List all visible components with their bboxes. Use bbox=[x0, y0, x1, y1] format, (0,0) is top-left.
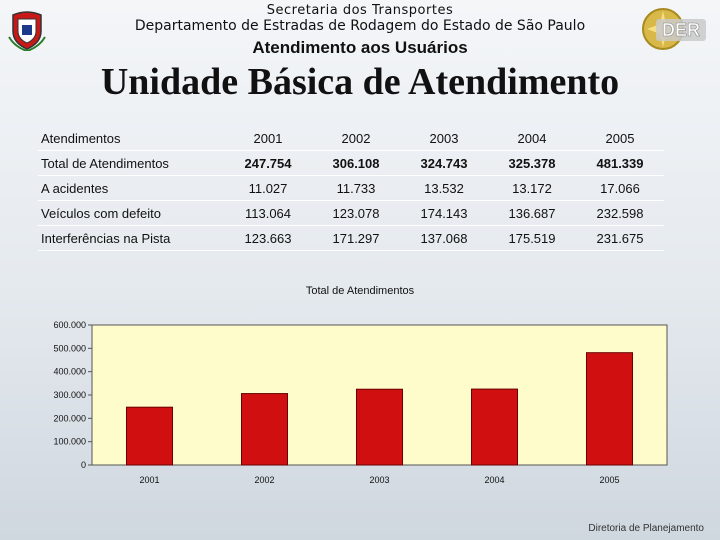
page-title: Unidade Básica de Atendimento bbox=[100, 61, 620, 103]
year-header: 2004 bbox=[488, 126, 576, 151]
table-cell: 306.108 bbox=[312, 150, 400, 176]
total-atendimentos-chart: Total de Atendimentos 0 100.000 200.000 300… bbox=[53, 285, 668, 485]
x-tick-label: 2001 bbox=[139, 475, 159, 485]
row-label: Veículos com defeito bbox=[38, 200, 224, 226]
atendimentos-table: Atendimentos 2001 2002 2003 2004 2005 To… bbox=[38, 126, 664, 251]
table-cell: 136.687 bbox=[488, 200, 576, 226]
table-cell: 123.078 bbox=[312, 200, 400, 226]
y-tick-label: 400.000 bbox=[53, 367, 86, 377]
table-cell: 175.519 bbox=[488, 225, 576, 251]
year-header: 2005 bbox=[576, 126, 664, 151]
chart-bar bbox=[471, 388, 518, 466]
row-label: A acidentes bbox=[38, 175, 224, 201]
table-cell: 113.064 bbox=[224, 200, 312, 226]
year-header: 2002 bbox=[312, 126, 400, 151]
chart-title: Total de Atendimentos bbox=[306, 285, 415, 297]
der-logo-text: DER bbox=[662, 20, 700, 40]
y-tick-label: 0 bbox=[81, 460, 86, 470]
footer-text: Diretoria de Planejamento bbox=[588, 523, 704, 534]
table-cell: 481.339 bbox=[576, 150, 664, 176]
x-tick-label: 2005 bbox=[599, 475, 619, 485]
table-cell: 247.754 bbox=[224, 150, 312, 176]
x-tick-label: 2004 bbox=[484, 475, 504, 485]
chart-bar bbox=[126, 406, 173, 466]
chart-bar bbox=[356, 388, 403, 466]
page-subtitle: Atendimento aos Usuários bbox=[252, 38, 468, 57]
secretaria-heading: Secretaria dos Transportes bbox=[266, 3, 454, 18]
x-tick-label: 2002 bbox=[254, 475, 274, 485]
row-label: Total de Atendimentos bbox=[38, 150, 224, 176]
y-tick-label: 200.000 bbox=[53, 413, 86, 423]
table-header-row: Atendimentos 2001 2002 2003 2004 2005 bbox=[38, 126, 664, 151]
sao-paulo-coat-of-arms-icon bbox=[8, 11, 46, 51]
chart-bar bbox=[586, 352, 633, 466]
table-cell: 17.066 bbox=[576, 175, 664, 201]
der-logo-icon: DER bbox=[642, 8, 706, 50]
table-cell: 123.663 bbox=[224, 225, 312, 251]
departamento-heading: Departamento de Estradas de Rodagem do E… bbox=[134, 18, 586, 34]
table-cell: 11.027 bbox=[224, 175, 312, 201]
table-header-label: Atendimentos bbox=[38, 126, 224, 151]
table-cell: 171.297 bbox=[312, 225, 400, 251]
table-row: A acidentes 11.027 11.733 13.532 13.172 … bbox=[38, 175, 664, 201]
table-cell: 324.743 bbox=[400, 150, 488, 176]
table-row: Interferências na Pista 123.663 171.297 … bbox=[38, 225, 664, 251]
table-cell: 11.733 bbox=[312, 175, 400, 201]
row-label: Interferências na Pista bbox=[38, 225, 224, 251]
year-header: 2001 bbox=[224, 126, 312, 151]
y-tick-label: 500.000 bbox=[53, 343, 86, 353]
year-header: 2003 bbox=[400, 126, 488, 151]
table-cell: 174.143 bbox=[400, 200, 488, 226]
table-cell: 13.532 bbox=[400, 175, 488, 201]
table-row: Total de Atendimentos 247.754 306.108 32… bbox=[38, 150, 664, 176]
table-cell: 232.598 bbox=[576, 200, 664, 226]
chart-bar bbox=[241, 393, 288, 466]
y-tick-label: 100.000 bbox=[53, 437, 86, 447]
x-tick-label: 2003 bbox=[369, 475, 389, 485]
table-row: Veículos com defeito 113.064 123.078 174… bbox=[38, 200, 664, 226]
table-cell: 137.068 bbox=[400, 225, 488, 251]
table-cell: 231.675 bbox=[576, 225, 664, 251]
table-cell: 13.172 bbox=[488, 175, 576, 201]
y-tick-label: 300.000 bbox=[53, 390, 86, 400]
table-cell: 325.378 bbox=[488, 150, 576, 176]
y-tick-label: 600.000 bbox=[53, 320, 86, 330]
